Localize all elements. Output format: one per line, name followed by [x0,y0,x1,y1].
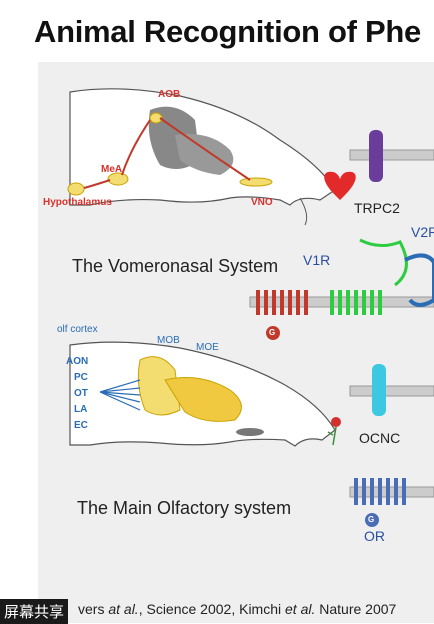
region-aon: AON [66,356,89,367]
v2r-label: V2R [411,224,434,240]
v1r-receptor [256,290,308,315]
region-ec: EC [74,420,88,431]
olfactory-skull-drawing [69,341,336,447]
screen-share-badge[interactable]: 屏幕共享 [0,599,69,624]
v1r-label: V1R [303,252,331,268]
vno-label: VNO [251,197,273,208]
trpc2-channel [369,130,383,182]
g-protein-label-or: G [368,515,375,524]
membrane-band-1 [249,149,434,498]
slide-title: Animal Recognition of Phe [34,14,421,49]
region-ot: OT [74,388,88,399]
rose-icon [331,417,341,427]
vomeronasal-skull-drawing [67,88,336,226]
heart-icon [324,171,356,200]
mob-label: MOB [157,335,180,346]
region-la: LA [74,404,88,415]
aob-label: AOB [158,89,181,100]
or-receptor [354,478,406,505]
ocnc-label: OCNC [359,430,401,446]
or-label: OR [364,528,385,544]
olf-cortex-label: olf cortex [57,324,98,335]
hypothalamus-label: Hypothalamus [43,197,112,208]
mea-label: MeA [101,164,123,175]
olfactory-heading: The Main Olfactory system [77,498,292,518]
v2r-blue-receptor [404,253,434,307]
moe-label: MOE [196,342,219,353]
vomeronasal-heading: The Vomeronasal System [72,256,279,276]
region-pc: PC [74,372,88,383]
g-protein-label-v1r: G [269,328,276,337]
v2r-receptor [330,238,408,315]
citation: vers at al., Science 2002, Kimchi et al.… [78,601,397,617]
trpc2-label: TRPC2 [354,200,400,216]
ocnc-channel [372,364,386,416]
